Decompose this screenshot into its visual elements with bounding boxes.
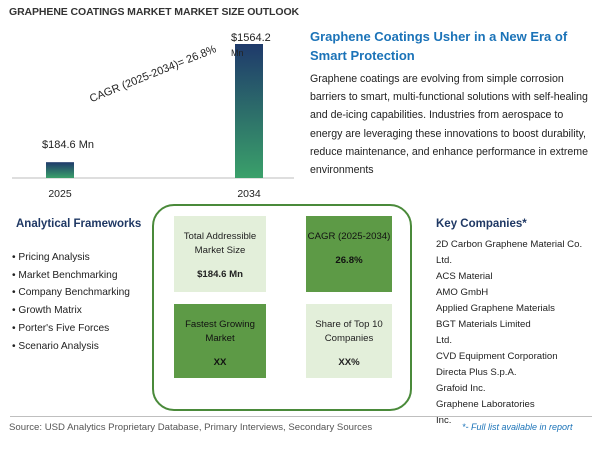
analytical-frameworks-list: Pricing Analysis Market Benchmarking Com…	[12, 249, 130, 355]
headline: Graphene Coatings Usher in a New Era of …	[310, 27, 596, 65]
metric-card-fastest-growing: Fastest Growing Market XX	[174, 304, 266, 378]
framework-item: Company Benchmarking	[12, 284, 130, 302]
bar-value-label: $184.6 Mn	[42, 139, 94, 151]
metric-value: $184.6 Mn	[174, 268, 266, 282]
framework-item: Market Benchmarking	[12, 267, 130, 285]
company-line: ACS Material	[436, 269, 596, 285]
metric-value: 26.8%	[306, 254, 392, 268]
company-line: Ltd.	[436, 253, 596, 269]
metrics-box: Total Addressible Market Size $184.6 Mn …	[152, 204, 412, 411]
framework-item: Porter's Five Forces	[12, 320, 130, 338]
key-companies-title: Key Companies*	[436, 218, 527, 230]
company-line: Directa Plus S.p.A.	[436, 365, 596, 381]
metric-card-market-size: Total Addressible Market Size $184.6 Mn	[174, 216, 266, 292]
company-line: 2D Carbon Graphene Material Co.	[436, 237, 596, 253]
company-line: Grafoid Inc.	[436, 381, 596, 397]
company-line: BGT Materials Limited	[436, 317, 596, 333]
framework-item: Scenario Analysis	[12, 338, 130, 356]
full-list-note: *- Full list available in report	[462, 422, 573, 432]
company-line: CVD Equipment Corporation	[436, 349, 596, 365]
framework-item: Pricing Analysis	[12, 249, 130, 267]
x-tick-label: 2025	[48, 188, 72, 200]
metric-card-top10-share: Share of Top 10 Companies XX%	[306, 304, 392, 378]
key-companies-list: 2D Carbon Graphene Material Co. Ltd. ACS…	[436, 237, 596, 429]
metric-value: XX	[174, 356, 266, 370]
metric-label: Total Addressible Market Size	[174, 230, 266, 258]
metric-label: Fastest Growing Market	[174, 318, 266, 346]
bar-2034	[235, 44, 263, 178]
company-line: Ltd.	[436, 333, 596, 349]
summary-text: Graphene coatings are evolving from simp…	[310, 70, 598, 179]
source-note: Source: USD Analytics Proprietary Databa…	[9, 422, 372, 433]
company-line: Applied Graphene Materials	[436, 301, 596, 317]
analytical-frameworks-title: Analytical Frameworks	[16, 218, 141, 230]
metric-card-cagr: CAGR (2025-2034) 26.8%	[306, 216, 392, 292]
page-title: GRAPHENE COATINGS MARKET MARKET SIZE OUT…	[9, 6, 299, 18]
company-line: AMO GmbH	[436, 285, 596, 301]
x-tick-label: 2034	[237, 188, 261, 200]
company-line: Graphene Laboratories	[436, 397, 596, 413]
metric-label: CAGR (2025-2034)	[306, 230, 392, 244]
bar-2025	[46, 162, 74, 178]
footer-divider	[10, 416, 592, 417]
framework-item: Growth Matrix	[12, 302, 130, 320]
metric-value: XX%	[306, 356, 392, 370]
metric-label: Share of Top 10 Companies	[306, 318, 392, 346]
